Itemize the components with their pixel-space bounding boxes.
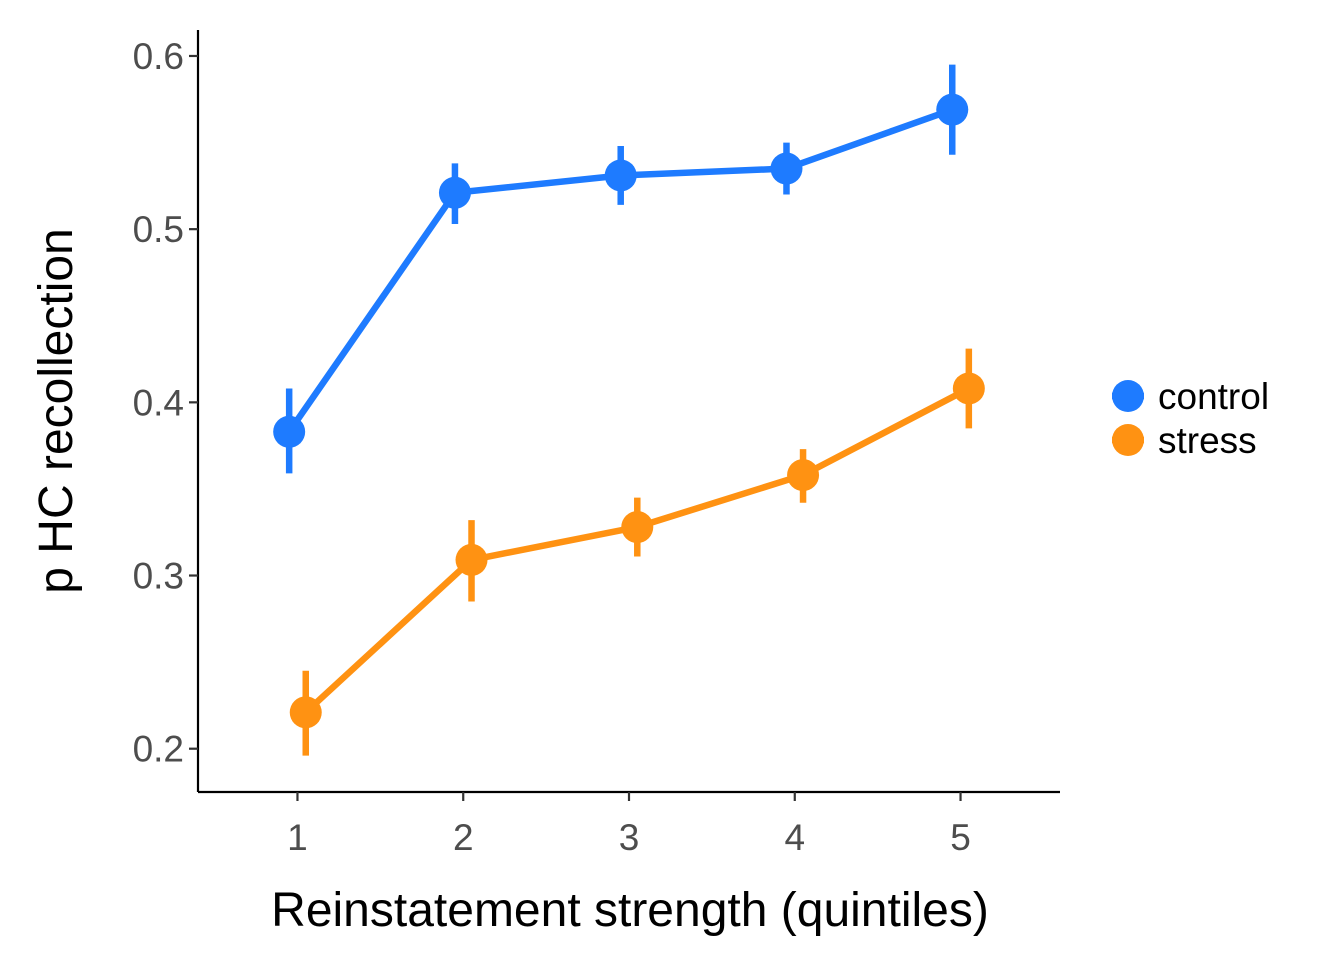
x-axis-title: Reinstatement strength (quintiles) — [271, 884, 989, 937]
y-tick-label: 0.4 — [133, 382, 184, 423]
series-control — [273, 64, 969, 474]
y-tick-label: 0.3 — [133, 556, 184, 597]
data-point — [936, 93, 969, 126]
legend-label: stress — [1158, 420, 1257, 461]
data-point — [455, 543, 488, 576]
data-point — [273, 415, 306, 448]
x-tick-label: 3 — [619, 817, 640, 858]
x-tick-label: 2 — [453, 817, 474, 858]
y-axis-ticks: 0.2 0.3 0.4 0.5 0.6 — [133, 36, 198, 770]
series-layer — [273, 64, 985, 756]
y-tick-label: 0.5 — [133, 209, 184, 250]
y-tick-label: 0.6 — [133, 36, 184, 77]
legend-item-control: control — [1112, 376, 1269, 417]
x-tick-label: 5 — [950, 817, 971, 858]
x-tick-label: 1 — [287, 817, 308, 858]
data-point — [952, 372, 985, 405]
legend-item-stress: stress — [1112, 420, 1257, 461]
x-axis-ticks: 1 2 3 4 5 — [287, 792, 971, 858]
y-axis-title: p HC recollection — [30, 228, 83, 593]
data-point — [438, 176, 471, 209]
x-tick-label: 4 — [784, 817, 805, 858]
legend-point-key — [1112, 424, 1144, 456]
y-tick-label: 0.2 — [133, 729, 184, 770]
data-point — [621, 511, 654, 544]
data-point — [604, 159, 637, 192]
series-stress — [289, 348, 985, 756]
data-point — [787, 459, 820, 492]
data-point — [289, 696, 322, 729]
legend-label: control — [1158, 376, 1269, 417]
legend-point-key — [1112, 380, 1144, 412]
data-point — [770, 152, 803, 185]
